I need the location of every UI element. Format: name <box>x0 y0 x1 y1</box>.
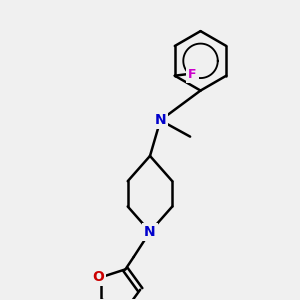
Text: N: N <box>154 113 166 127</box>
Text: O: O <box>92 270 104 284</box>
Text: F: F <box>188 68 197 81</box>
Text: N: N <box>144 225 156 239</box>
